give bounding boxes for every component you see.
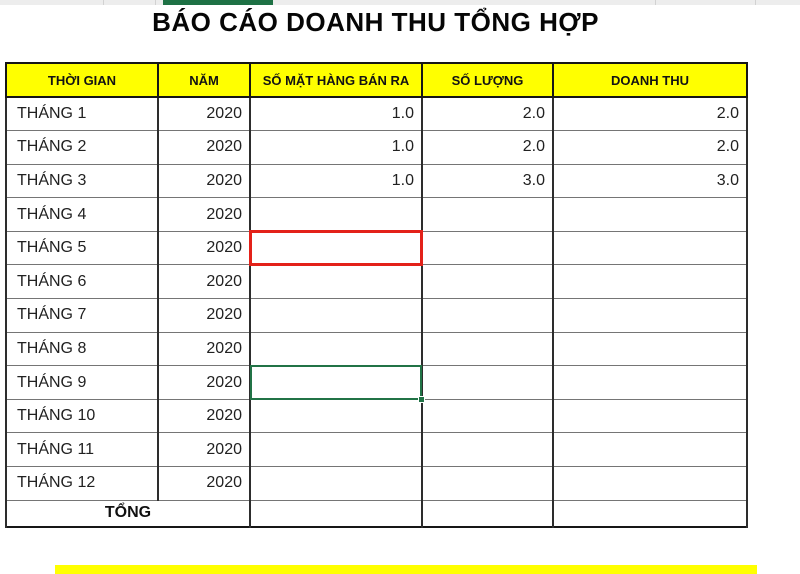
total-items-cell[interactable]	[249, 499, 423, 528]
cell-items[interactable]	[249, 432, 423, 468]
cell-qty[interactable]	[421, 331, 554, 367]
cell-items[interactable]: 1.0	[249, 163, 423, 199]
cell-items[interactable]: 1.0	[249, 130, 423, 165]
table-row: THÁNG 5 2020	[5, 229, 748, 267]
cutoff-row-strip	[0, 0, 800, 5]
header-year[interactable]: NĂM	[157, 62, 251, 98]
cell-qty[interactable]	[421, 398, 554, 434]
cell-time[interactable]: THÁNG 2	[5, 130, 159, 165]
cell-revenue[interactable]	[552, 432, 748, 468]
cell-time[interactable]: THÁNG 7	[5, 298, 159, 333]
cell-time[interactable]: THÁNG 3	[5, 163, 159, 199]
table-row: THÁNG 2 2020 1.0 2.0 2.0	[5, 130, 748, 165]
cell-qty[interactable]	[421, 432, 554, 468]
total-revenue-cell[interactable]	[552, 499, 748, 528]
cell-qty[interactable]	[421, 298, 554, 333]
cell-items[interactable]: 1.0	[249, 96, 423, 132]
cell-year[interactable]: 2020	[157, 365, 251, 400]
cell-year[interactable]: 2020	[157, 163, 251, 199]
cell-items[interactable]	[249, 398, 423, 434]
cell-items[interactable]	[249, 331, 423, 367]
cell-items[interactable]	[249, 197, 423, 232]
cell-time[interactable]: THÁNG 12	[5, 466, 159, 501]
cell-qty[interactable]	[421, 264, 554, 300]
cell-qty[interactable]	[421, 230, 554, 266]
header-revenue[interactable]: DOANH THU	[552, 62, 748, 98]
table-row: THÁNG 9 2020	[5, 365, 748, 403]
cell-revenue[interactable]	[552, 230, 748, 266]
table-row: THÁNG 1 2020 1.0 2.0 2.0	[5, 96, 748, 132]
cell-qty[interactable]	[421, 197, 554, 232]
cell-year[interactable]: 2020	[157, 298, 251, 333]
cell-qty[interactable]: 3.0	[421, 163, 554, 199]
table-row: THÁNG 10 2020	[5, 398, 748, 434]
green-cell-fragment	[163, 0, 273, 5]
column-divider	[655, 0, 656, 5]
table-row: THÁNG 6 2020	[5, 264, 748, 300]
column-divider	[155, 0, 156, 5]
column-divider	[103, 0, 104, 5]
cell-qty[interactable]	[421, 365, 554, 400]
table-row: THÁNG 7 2020	[5, 298, 748, 333]
table-row: THÁNG 8 2020	[5, 331, 748, 367]
cell-qty[interactable]: 2.0	[421, 130, 554, 165]
total-row: TỔNG	[5, 499, 748, 528]
selection-border	[250, 365, 422, 400]
header-qty[interactable]: SỐ LƯỢNG	[421, 62, 554, 98]
cell-time[interactable]: THÁNG 4	[5, 197, 159, 232]
cell-year[interactable]: 2020	[157, 130, 251, 165]
cell-items-red-highlight[interactable]	[249, 229, 423, 267]
cell-revenue[interactable]: 2.0	[552, 130, 748, 165]
red-highlight-border	[249, 229, 423, 267]
header-items[interactable]: SỐ MẶT HÀNG BÁN RA	[249, 62, 423, 98]
cell-year[interactable]: 2020	[157, 96, 251, 132]
cell-revenue[interactable]	[552, 197, 748, 232]
cell-items[interactable]	[249, 466, 423, 501]
cell-time[interactable]: THÁNG 11	[5, 432, 159, 468]
cell-time[interactable]: THÁNG 5	[5, 230, 159, 266]
cell-qty[interactable]: 2.0	[421, 96, 554, 132]
cell-qty[interactable]	[421, 466, 554, 501]
cell-revenue[interactable]: 2.0	[552, 96, 748, 132]
cell-year[interactable]: 2020	[157, 398, 251, 434]
cell-year[interactable]: 2020	[157, 264, 251, 300]
selection-fill-handle[interactable]	[418, 395, 425, 403]
cell-revenue[interactable]	[552, 365, 748, 400]
revenue-table: THỜI GIAN NĂM SỐ MẶT HÀNG BÁN RA SỐ LƯỢN…	[5, 62, 748, 529]
table-row: THÁNG 3 2020 1.0 3.0 3.0	[5, 163, 748, 199]
total-qty-cell[interactable]	[421, 499, 554, 528]
column-divider	[755, 0, 756, 5]
cell-items[interactable]	[249, 264, 423, 300]
table-row: THÁNG 11 2020	[5, 432, 748, 468]
cell-year[interactable]: 2020	[157, 432, 251, 468]
cell-revenue[interactable]	[552, 398, 748, 434]
cell-year[interactable]: 2020	[157, 331, 251, 367]
cell-year[interactable]: 2020	[157, 197, 251, 232]
header-row: THỜI GIAN NĂM SỐ MẶT HÀNG BÁN RA SỐ LƯỢN…	[5, 62, 748, 98]
table-row: THÁNG 12 2020	[5, 466, 748, 501]
cell-time[interactable]: THÁNG 1	[5, 96, 159, 132]
cell-revenue[interactable]	[552, 264, 748, 300]
page-title: BÁO CÁO DOANH THU TỔNG HỢP	[152, 7, 599, 37]
total-label-cell[interactable]: TỔNG	[5, 499, 251, 528]
cell-time[interactable]: THÁNG 10	[5, 398, 159, 434]
cell-year[interactable]: 2020	[157, 466, 251, 501]
cell-items[interactable]	[249, 298, 423, 333]
cell-time[interactable]: THÁNG 9	[5, 365, 159, 400]
cell-revenue[interactable]: 3.0	[552, 163, 748, 199]
cutoff-yellow-row	[55, 565, 757, 574]
header-time[interactable]: THỜI GIAN	[5, 62, 159, 98]
cell-time[interactable]: THÁNG 6	[5, 264, 159, 300]
cell-revenue[interactable]	[552, 331, 748, 367]
cell-revenue[interactable]	[552, 466, 748, 501]
table-row: THÁNG 4 2020	[5, 197, 748, 232]
cell-year[interactable]: 2020	[157, 230, 251, 266]
cell-revenue[interactable]	[552, 298, 748, 333]
cell-items-selected[interactable]	[249, 365, 425, 403]
cell-time[interactable]: THÁNG 8	[5, 331, 159, 367]
